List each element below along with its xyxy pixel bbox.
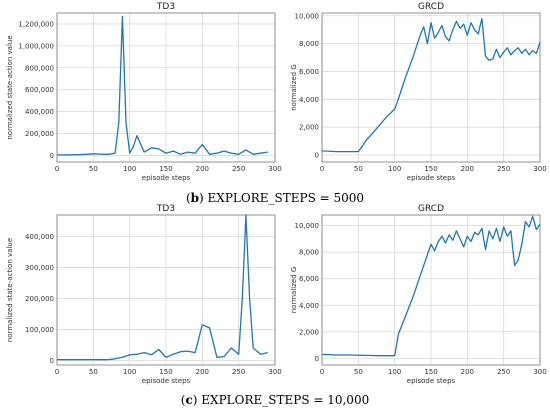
x-tick-label: 200 (461, 165, 474, 173)
plot-frame (56, 12, 276, 163)
x-tick-label: 300 (533, 368, 546, 376)
x-axis-label: episode steps (142, 377, 191, 385)
x-tick-label: 100 (388, 368, 401, 376)
plot-frame (56, 214, 276, 366)
y-tick-label: 6,000 (299, 275, 319, 283)
x-axis-label: episode steps (407, 377, 456, 385)
x-tick-label: 200 (196, 368, 209, 376)
chart-title: TD3 (156, 2, 175, 12)
y-axis-label: normalized state-action value (6, 35, 14, 139)
x-tick-label: 300 (268, 165, 281, 173)
x-tick-label: 150 (159, 165, 172, 173)
y-tick-label: 6,000 (299, 68, 319, 76)
y-tick-label: 10,000 (295, 222, 320, 230)
x-tick-label: 150 (424, 368, 437, 376)
x-tick-label: 250 (232, 165, 245, 173)
plot-frame (321, 214, 541, 366)
series-line (57, 15, 268, 156)
y-tick-label: 0 (315, 152, 319, 160)
series-line (321, 17, 541, 153)
chart-title: GRCD (418, 204, 444, 214)
caption-c: (c) EXPLORE_STEPS = 10,000 (181, 393, 369, 407)
y-tick-label: 0 (50, 152, 54, 160)
y-tick-label: 1,200,000 (18, 20, 54, 28)
x-axis-label: episode steps (407, 174, 456, 182)
chart-grcd-b: 0 50 100 150 200 250 300 0 2,000 4,000 6,000 8,000 1… (290, 2, 547, 182)
plot-frame (321, 12, 541, 163)
x-tick-label: 100 (123, 165, 136, 173)
series-line (57, 214, 268, 361)
y-tick-label: 4,000 (299, 96, 319, 104)
y-tick-label: 300,000 (25, 264, 54, 272)
series-line (321, 215, 541, 357)
y-axis-label: normalized state-action value (6, 238, 14, 342)
x-tick-label: 300 (533, 165, 546, 173)
y-tick-label: 2,000 (299, 124, 319, 132)
y-tick-label: 800,000 (25, 64, 54, 72)
y-tick-label: 0 (315, 355, 319, 363)
x-tick-label: 250 (232, 368, 245, 376)
x-tick-label: 50 (89, 165, 98, 173)
x-axis-label: episode steps (142, 174, 191, 182)
y-tick-label: 200,000 (25, 130, 54, 138)
x-tick-label: 250 (497, 368, 510, 376)
y-tick-label: 100,000 (25, 326, 54, 334)
chart-title: GRCD (418, 2, 444, 12)
y-tick-label: 4,000 (299, 302, 319, 310)
x-tick-label: 50 (354, 368, 363, 376)
y-tick-label: 400,000 (25, 108, 54, 116)
chart-td3-b: 0 50 100 150 200 250 300 0 200,000 400,000 600,000… (6, 2, 282, 182)
x-tick-label: 150 (424, 165, 437, 173)
x-tick-label: 200 (196, 165, 209, 173)
x-tick-label: 50 (89, 368, 98, 376)
y-tick-label: 8,000 (299, 40, 319, 48)
chart-title: TD3 (156, 204, 175, 214)
x-tick-label: 0 (55, 165, 59, 173)
x-tick-label: 0 (55, 368, 59, 376)
x-tick-label: 0 (320, 165, 324, 173)
x-tick-label: 50 (354, 165, 363, 173)
x-tick-label: 100 (123, 368, 136, 376)
y-tick-label: 8,000 (299, 249, 319, 257)
caption-b: (b) EXPLORE_STEPS = 5000 (186, 191, 364, 205)
y-tick-label: 600,000 (25, 86, 54, 94)
x-tick-label: 300 (268, 368, 281, 376)
chart-grcd-c: 0 50 100 150 200 250 300 0 2,000 4,000 6,000 8,000 1… (290, 204, 547, 385)
x-tick-label: 150 (159, 368, 172, 376)
y-axis-label: normalized G (290, 64, 298, 111)
y-tick-label: 0 (50, 357, 54, 365)
y-tick-label: 400,000 (25, 233, 54, 241)
y-tick-label: 200,000 (25, 295, 54, 303)
x-tick-label: 0 (320, 368, 324, 376)
y-tick-label: 2,000 (299, 328, 319, 336)
x-tick-label: 100 (388, 165, 401, 173)
y-axis-label: normalized G (290, 267, 298, 314)
x-tick-label: 250 (497, 165, 510, 173)
y-tick-label: 1,000,000 (18, 42, 54, 50)
y-tick-label: 10,000 (295, 12, 320, 20)
chart-td3-c: 0 50 100 150 200 250 300 0 100,000 200,000 300,000… (6, 204, 282, 385)
x-tick-label: 200 (461, 368, 474, 376)
